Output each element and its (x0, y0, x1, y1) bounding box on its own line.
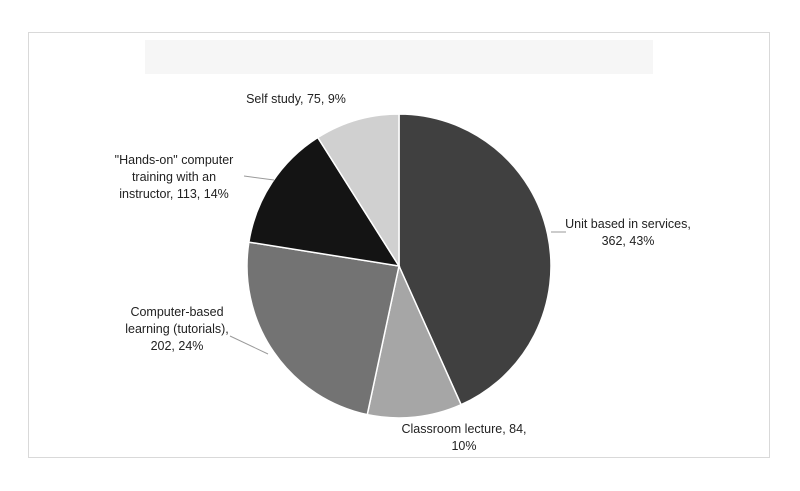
data-labels: Unit based in services, 362, 43% Classroom… (115, 92, 691, 453)
data-label-line: instructor, 113, 14% (119, 187, 229, 201)
data-label-line: 362, 43% (602, 234, 655, 248)
pie-slice-1 (366, 263, 463, 419)
data-label-line: Self study, 75, 9% (246, 92, 346, 106)
data-label-1: Classroom lecture, 84, 10% (401, 422, 526, 453)
chart-title-area (145, 40, 653, 74)
pie-slices (246, 113, 552, 419)
data-label-line: 10% (451, 439, 476, 453)
data-label-4: Self study, 75, 9% (246, 92, 346, 106)
pie-slice-2 (246, 241, 400, 416)
pie-slice-3 (248, 136, 401, 268)
leader-lines (229, 175, 566, 355)
data-label-line: training with an (132, 170, 216, 184)
leader-line-3 (243, 175, 275, 181)
data-label-line: Unit based in services, (565, 217, 691, 231)
data-label-line: Classroom lecture, 84, (401, 422, 526, 436)
data-label-line: "Hands-on" computer (115, 153, 234, 167)
data-label-2: Computer-based learning (tutorials), 202, … (125, 305, 229, 353)
data-label-line: Computer-based (130, 305, 223, 319)
data-label-0: Unit based in services, 362, 43% (565, 217, 691, 248)
data-label-3: "Hands-on" computer training with an instr… (115, 153, 234, 201)
leader-line-2 (229, 335, 269, 355)
data-label-line: 202, 24% (151, 339, 204, 353)
pie-slice-0 (398, 113, 552, 406)
pie-slice-4 (316, 113, 400, 269)
data-label-line: learning (tutorials), (125, 322, 229, 336)
